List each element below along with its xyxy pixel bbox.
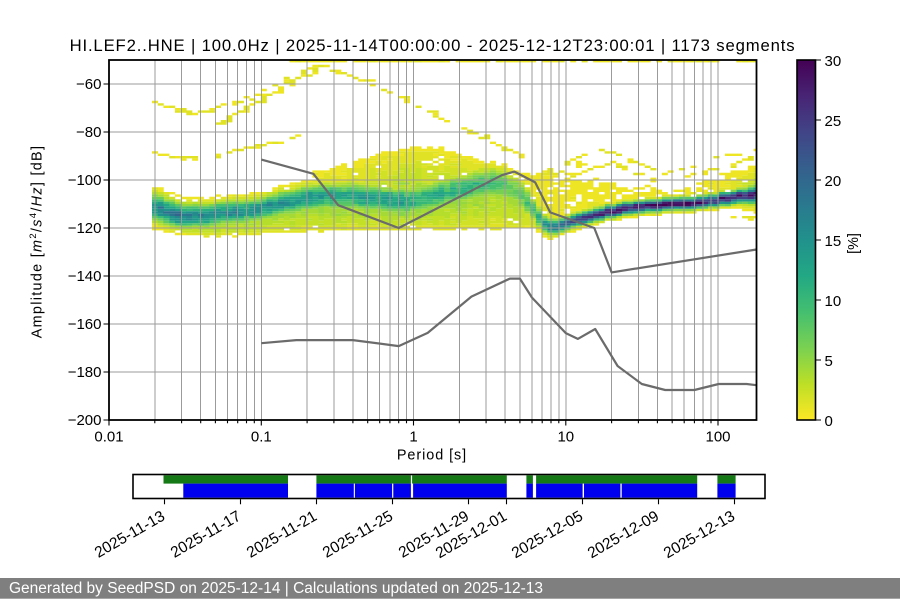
svg-text:5: 5 xyxy=(825,353,833,370)
svg-text:HI.LEF2..HNE | 100.0Hz | 2025-: HI.LEF2..HNE | 100.0Hz | 2025-11-14T00:0… xyxy=(70,36,796,55)
svg-text:30: 30 xyxy=(825,53,842,70)
svg-text:0.1: 0.1 xyxy=(251,428,272,445)
svg-text:−80: −80 xyxy=(76,124,101,141)
svg-text:0: 0 xyxy=(825,413,833,430)
svg-text:−100: −100 xyxy=(68,172,102,189)
svg-text:Generated by SeedPSD on 2025-1: Generated by SeedPSD on 2025-12-14 | Cal… xyxy=(9,580,543,597)
svg-text:20: 20 xyxy=(825,173,842,190)
svg-text:25: 25 xyxy=(825,113,842,130)
svg-text:[%]: [%] xyxy=(846,233,862,254)
svg-text:−120: −120 xyxy=(68,220,102,237)
svg-text:Amplitude [m2/s4/Hz] [dB]: Amplitude [m2/s4/Hz] [dB] xyxy=(28,145,46,339)
svg-text:100: 100 xyxy=(705,428,730,445)
svg-text:10: 10 xyxy=(825,293,842,310)
svg-text:Period [s]: Period [s] xyxy=(397,448,467,464)
svg-text:1: 1 xyxy=(409,428,417,445)
svg-text:−200: −200 xyxy=(68,412,102,429)
svg-text:−160: −160 xyxy=(68,316,102,333)
svg-text:0.01: 0.01 xyxy=(94,428,123,445)
svg-text:−180: −180 xyxy=(68,364,102,381)
svg-text:15: 15 xyxy=(825,233,842,250)
svg-text:10: 10 xyxy=(557,428,574,445)
svg-text:−60: −60 xyxy=(76,76,101,93)
svg-text:−140: −140 xyxy=(68,268,102,285)
